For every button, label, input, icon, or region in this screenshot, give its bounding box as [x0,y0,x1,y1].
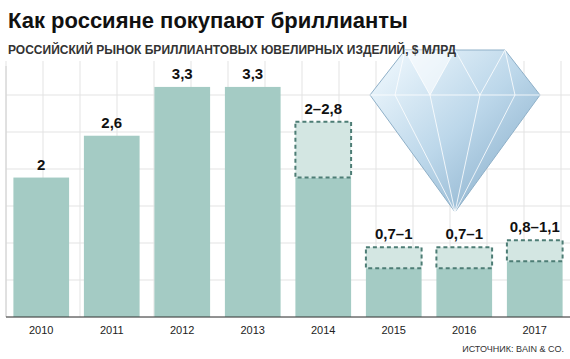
range-bar [366,247,422,268]
x-tick-label: 2010 [29,324,53,336]
diamond-facet [395,95,455,212]
y-axis-line [6,66,7,317]
data-label: 3,3 [172,65,193,82]
paper-line [6,317,570,318]
range-bar [295,122,351,178]
diamond-facet [430,95,455,212]
chart: 2 2,6 3,3 3,3 2–2,8 0,7–1 0,7–1 0,8–1,1 2010 2011… [0,0,570,359]
x-tick-label: 2013 [241,324,265,336]
paper-line [6,61,7,317]
bar [295,178,351,317]
diamond-body [370,50,540,212]
x-tick-label: 2012 [170,324,194,336]
data-label: 2 [37,156,45,173]
x-tick-label: 2014 [311,324,335,336]
paper-line [6,95,570,96]
x-tick-label: 2015 [382,324,406,336]
paper-line [80,61,81,317]
bar [366,268,422,317]
x-tick-label: 2016 [452,324,476,336]
data-label: 0,8–1,1 [510,218,560,235]
x-tick-label: 2011 [100,324,124,336]
bar [84,136,140,317]
title: Как россияне покупают бриллианты [8,8,408,33]
data-label: 3,3 [242,65,263,82]
paper-line [154,61,155,317]
diamond-facet [455,95,515,212]
data-label: 0,7–1 [375,225,413,242]
range-bar [436,247,492,268]
diamond-facet [480,50,505,95]
background [0,0,570,359]
data-label: 2–2,8 [304,100,342,117]
diamond-facet [455,95,480,212]
data-label: 2,6 [101,114,122,131]
diamond-facet [505,50,515,95]
bar [225,87,281,317]
data-label: 0,7–1 [445,225,483,242]
bar [154,87,210,317]
source: ИСТОЧНИК: BAIN & CO. [462,344,564,354]
baseline [6,317,570,318]
range-bar [507,240,563,261]
diamond-facet [455,50,480,95]
diamond-illustration [370,50,540,212]
bars [13,87,562,317]
x-tick-label: 2017 [523,324,547,336]
bar [507,261,563,317]
bar [13,178,69,317]
bar [436,268,492,317]
subtitle: РОССИЙСКИЙ РЫНОК БРИЛЛИАНТОВЫХ ЮВЕЛИРНЫХ… [8,42,456,57]
